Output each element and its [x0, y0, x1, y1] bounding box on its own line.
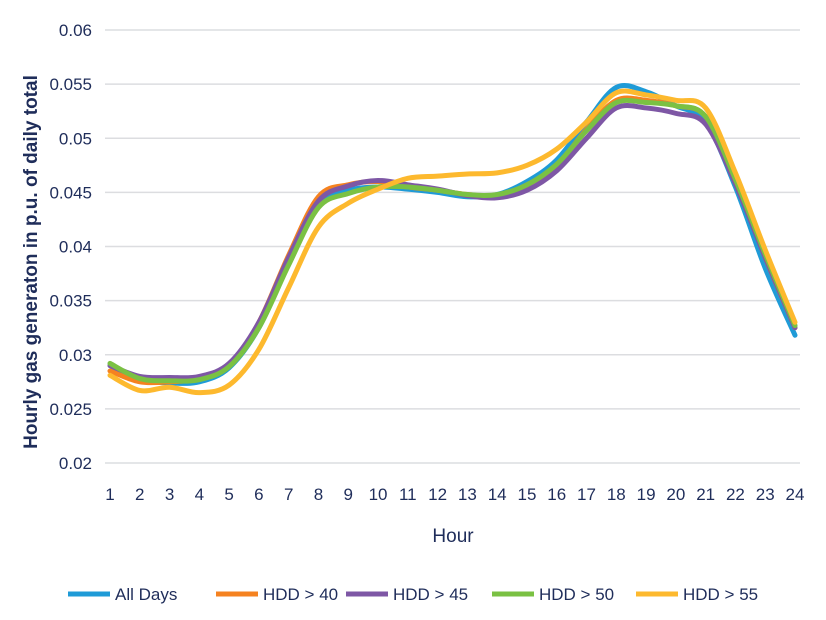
- x-tick-label: 20: [666, 485, 685, 504]
- x-tick-label: 4: [195, 485, 204, 504]
- x-tick-label: 9: [344, 485, 353, 504]
- x-tick-label: 6: [254, 485, 263, 504]
- y-tick-label: 0.03: [59, 346, 92, 365]
- y-axis-ticks: 0.02 0.025 0.03 0.035 0.04 0.045 0.05 0.055 0.06: [49, 21, 92, 473]
- y-tick-label: 0.045: [49, 183, 92, 202]
- x-tick-label: 19: [637, 485, 656, 504]
- x-tick-label: 21: [696, 485, 715, 504]
- y-tick-label: 0.06: [59, 21, 92, 40]
- series-line-0: [107, 82, 798, 386]
- x-tick-label: 14: [488, 485, 507, 504]
- x-axis-ticks: 1 2 3 4 5 6 7 8 9 10 11 12 13 14 15 16 17 18 19 20 21 22 23 24: [105, 485, 804, 504]
- x-tick-label: 17: [577, 485, 596, 504]
- series-line-3: [107, 97, 798, 384]
- legend-label: HDD > 50: [539, 585, 614, 604]
- x-tick-label: 15: [517, 485, 536, 504]
- x-tick-label: 13: [458, 485, 477, 504]
- x-tick-label: 23: [756, 485, 775, 504]
- series-line-4: [107, 88, 798, 396]
- series-line-1: [107, 95, 798, 386]
- x-axis-label: Hour: [432, 526, 474, 547]
- x-tick-label: 22: [726, 485, 745, 504]
- y-tick-label: 0.035: [49, 292, 92, 311]
- x-tick-label: 11: [399, 485, 417, 504]
- legend-label: HDD > 55: [683, 585, 758, 604]
- x-tick-label: 5: [224, 485, 233, 504]
- legend-label: All Days: [115, 585, 177, 604]
- series-lines: [107, 82, 798, 396]
- x-tick-label: 16: [547, 485, 566, 504]
- x-tick-label: 8: [314, 485, 323, 504]
- y-axis-label: Hourly gas generaton in p.u. of daily to…: [21, 75, 42, 449]
- y-tick-label: 0.05: [59, 129, 92, 148]
- x-tick-label: 3: [165, 485, 174, 504]
- x-tick-label: 7: [284, 485, 293, 504]
- x-tick-label: 24: [786, 485, 805, 504]
- x-tick-label: 2: [135, 485, 144, 504]
- y-tick-label: 0.04: [59, 238, 92, 257]
- gridlines: [105, 29, 800, 464]
- x-tick-label: 10: [369, 485, 388, 504]
- y-tick-label: 0.02: [59, 454, 92, 473]
- legend-label: HDD > 40: [263, 585, 338, 604]
- x-tick-label: 12: [428, 485, 447, 504]
- y-tick-label: 0.025: [49, 400, 92, 419]
- series-line-2: [107, 102, 798, 381]
- legend-label: HDD > 45: [393, 585, 468, 604]
- x-tick-label: 1: [105, 485, 114, 504]
- legend: All Days HDD > 40 HDD > 45 HDD > 50 HDD > 55: [68, 585, 758, 604]
- x-tick-label: 18: [607, 485, 626, 504]
- y-tick-label: 0.055: [49, 75, 92, 94]
